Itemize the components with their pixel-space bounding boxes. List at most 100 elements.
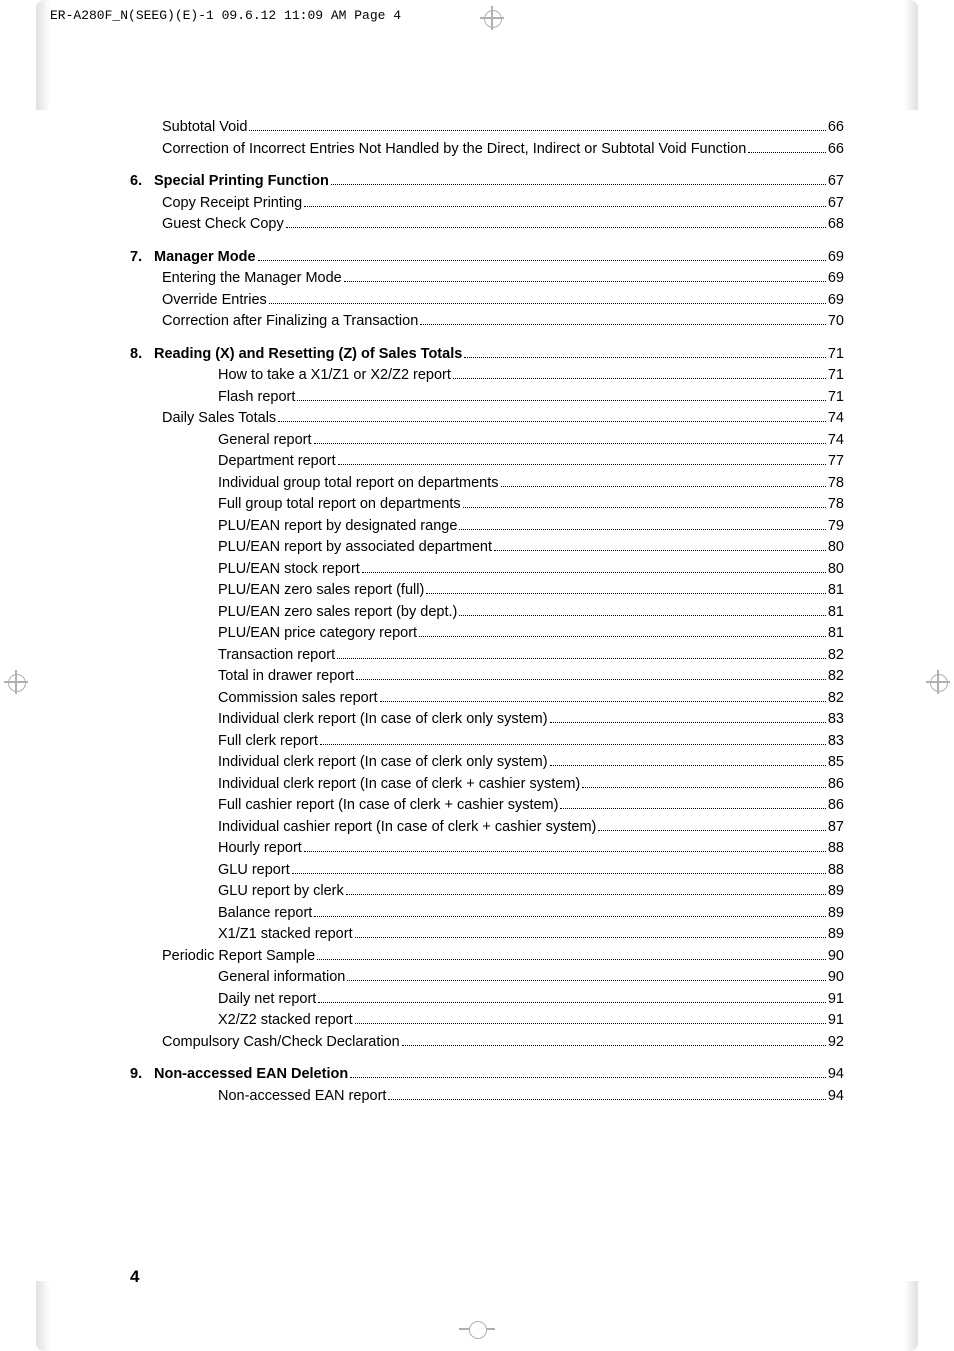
toc-leader-dots <box>356 679 826 680</box>
toc-page-number: 82 <box>828 669 844 684</box>
toc-entry-label: Copy Receipt Printing <box>162 196 302 211</box>
toc-entry: Periodic Report Sample90 <box>130 949 844 964</box>
toc-leader-dots <box>419 636 826 637</box>
toc-entry-label: Daily Sales Totals <box>162 411 276 426</box>
toc-entry-label: General report <box>218 433 312 448</box>
toc-entry-label: Individual clerk report (In case of cler… <box>218 755 548 770</box>
registration-mark-top <box>480 6 504 30</box>
toc-leader-dots <box>501 486 826 487</box>
toc-page-number: 80 <box>828 540 844 555</box>
toc-leader-dots <box>355 1023 826 1024</box>
page-content: Subtotal Void 66 Correction of Incorrect E… <box>130 120 844 1281</box>
toc-entry: PLU/EAN report by associated department 8… <box>130 540 844 555</box>
toc-leader-dots <box>304 851 826 852</box>
toc-page-number: 81 <box>828 583 844 598</box>
toc-entry-label: X2/Z2 stacked report <box>218 1013 353 1028</box>
toc-entry: PLU/EAN stock report80 <box>130 562 844 577</box>
toc-entry: Total in drawer report82 <box>130 669 844 684</box>
toc-leader-dots <box>748 152 826 153</box>
toc-page-number: 86 <box>828 798 844 813</box>
toc-entry: Entering the Manager Mode 69 <box>130 271 844 286</box>
toc-section: 8.Reading (X) and Resetting (Z) of Sales… <box>130 347 844 1050</box>
toc-leader-dots <box>314 916 826 917</box>
toc-entry: PLU/EAN price category report81 <box>130 626 844 641</box>
toc-entry: Flash report71 <box>130 390 844 405</box>
toc-entry: Balance report89 <box>130 906 844 921</box>
toc-entry-label: Correction of Incorrect Entries Not Hand… <box>162 142 746 157</box>
toc-entry-label: Full clerk report <box>218 734 318 749</box>
toc-leader-dots <box>582 787 826 788</box>
registration-mark-right <box>926 670 950 694</box>
toc-entry: Hourly report88 <box>130 841 844 856</box>
toc-page-number: 78 <box>828 476 844 491</box>
toc-entry-label: Compulsory Cash/Check Declaration <box>162 1035 400 1050</box>
page-corner-shadow <box>904 1281 918 1351</box>
toc-entry: X2/Z2 stacked report91 <box>130 1013 844 1028</box>
toc-entry: PLU/EAN report by designated range 79 <box>130 519 844 534</box>
toc-page-number: 74 <box>828 411 844 426</box>
toc-section-number: 6. <box>130 174 154 189</box>
toc-page-number: 79 <box>828 519 844 534</box>
toc-entry: PLU/EAN zero sales report (by dept.)81 <box>130 605 844 620</box>
toc-section-number: 7. <box>130 250 154 265</box>
toc-entry: Department report77 <box>130 454 844 469</box>
toc-page-number: 88 <box>828 841 844 856</box>
toc-entry: General information90 <box>130 970 844 985</box>
toc-entry-label: Entering the Manager Mode <box>162 271 342 286</box>
toc-entry: Compulsory Cash/Check Declaration 92 <box>130 1035 844 1050</box>
toc-entry: Commission sales report82 <box>130 691 844 706</box>
toc-page-number: 82 <box>828 691 844 706</box>
toc-page-number: 81 <box>828 605 844 620</box>
toc-entry: GLU report88 <box>130 863 844 878</box>
toc-page-number: 87 <box>828 820 844 835</box>
toc-entry-label: Subtotal Void <box>162 120 247 135</box>
toc-entry-label: Correction after Finalizing a Transactio… <box>162 314 418 329</box>
toc-entry-label: Individual clerk report (In case of cler… <box>218 712 548 727</box>
toc-entry-label: Override Entries <box>162 293 267 308</box>
toc-entry: PLU/EAN zero sales report (full) 81 <box>130 583 844 598</box>
toc-leader-dots <box>292 873 826 874</box>
toc-entry-label: PLU/EAN report by designated range <box>218 519 457 534</box>
toc-entry: Full cashier report (In case of clerk + … <box>130 798 844 813</box>
toc-entry: Override Entries69 <box>130 293 844 308</box>
toc-entry-label: PLU/EAN zero sales report (full) <box>218 583 424 598</box>
toc-leader-dots <box>402 1045 826 1046</box>
toc-leader-dots <box>550 722 826 723</box>
toc-leader-dots <box>318 1002 826 1003</box>
toc-section-title-text: Reading (X) and Resetting (Z) of Sales T… <box>154 347 462 362</box>
toc-leader-dots <box>317 959 826 960</box>
toc-section-title: 6.Special Printing Function67 <box>130 174 844 189</box>
toc-entry: Correction of Incorrect Entries Not Hand… <box>130 142 844 157</box>
toc-page-number: 69 <box>828 271 844 286</box>
toc-page-number: 82 <box>828 648 844 663</box>
page-corner-shadow <box>36 0 50 110</box>
toc-page-number: 89 <box>828 906 844 921</box>
toc-leader-dots <box>560 808 825 809</box>
toc-section-title-text: Non-accessed EAN Deletion <box>154 1067 348 1082</box>
toc-page-number: 68 <box>828 217 844 232</box>
toc-page-number: 94 <box>828 1067 844 1082</box>
toc-entry-label: PLU/EAN price category report <box>218 626 417 641</box>
toc-leader-dots <box>420 324 826 325</box>
toc-leader-dots <box>598 830 826 831</box>
toc-entry: X1/Z1 stacked report89 <box>130 927 844 942</box>
toc-leader-dots <box>258 260 826 261</box>
toc-entry-label: Guest Check Copy <box>162 217 284 232</box>
toc-entry-label: General information <box>218 970 345 985</box>
toc-page-number: 85 <box>828 755 844 770</box>
toc-leader-dots <box>350 1077 826 1078</box>
toc-leader-dots <box>464 357 826 358</box>
toc-section: 7.Manager Mode69Entering the Manager Mod… <box>130 250 844 329</box>
toc-page-number: 71 <box>828 368 844 383</box>
toc-leader-dots <box>494 550 826 551</box>
toc-entry: Individual clerk report (In case of cler… <box>130 777 844 792</box>
toc-page-number: 66 <box>828 142 844 157</box>
table-of-contents: Subtotal Void 66 Correction of Incorrect E… <box>130 120 844 1103</box>
registration-mark-bottom <box>459 1317 495 1341</box>
toc-entry-label: PLU/EAN report by associated department <box>218 540 492 555</box>
toc-leader-dots <box>380 701 826 702</box>
toc-entry: Individual clerk report (In case of cler… <box>130 712 844 727</box>
toc-page-number: 92 <box>828 1035 844 1050</box>
toc-leader-dots <box>463 507 826 508</box>
toc-leader-dots <box>362 572 826 573</box>
